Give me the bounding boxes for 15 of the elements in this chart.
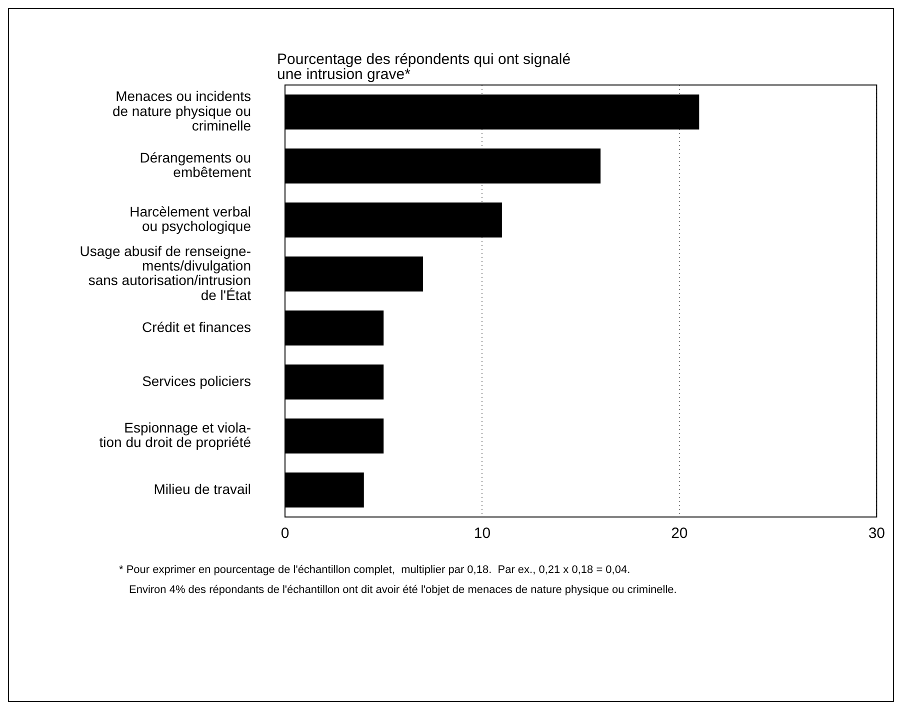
y-tick-label: Harcèlement verbal ou psychologique (130, 204, 252, 234)
y-tick-label: Espionnage et viola- tion du droit de propriété (99, 420, 252, 450)
text: * Pour exprimer en pourcentage de l'échantillon complet, multiplier par 0,18. Par ex., 0,21 x 0,18 = 0,04. (119, 564, 630, 576)
y-tick-label: Milieu de travail (154, 480, 251, 497)
y-tick-label: Usage abusif de renseigne- ments/divulgation sans autorisation/intrusion de l'État (80, 242, 252, 303)
y-tick-label: Services policiers (142, 372, 251, 389)
x-tick-label: 20 (671, 525, 688, 542)
x-tick-label: 10 (474, 525, 491, 542)
text: Environ 4% des répondants de l'échantillon ont dit avoir été l'objet de menaces de nature physique ou criminelle. (129, 584, 677, 596)
y-tick-label: Crédit et finances (142, 318, 251, 335)
x-tick-label: 30 (868, 525, 885, 542)
y-tick-label: Menaces ou incidents de nature physique ou criminelle (112, 88, 252, 134)
x-tick-label: 0 (280, 525, 290, 542)
chart-title: Pourcentage des répondents qui ont signalé une intrusion grave* (277, 51, 571, 83)
y-tick-label: Dérangements ou embêtement (140, 150, 252, 180)
